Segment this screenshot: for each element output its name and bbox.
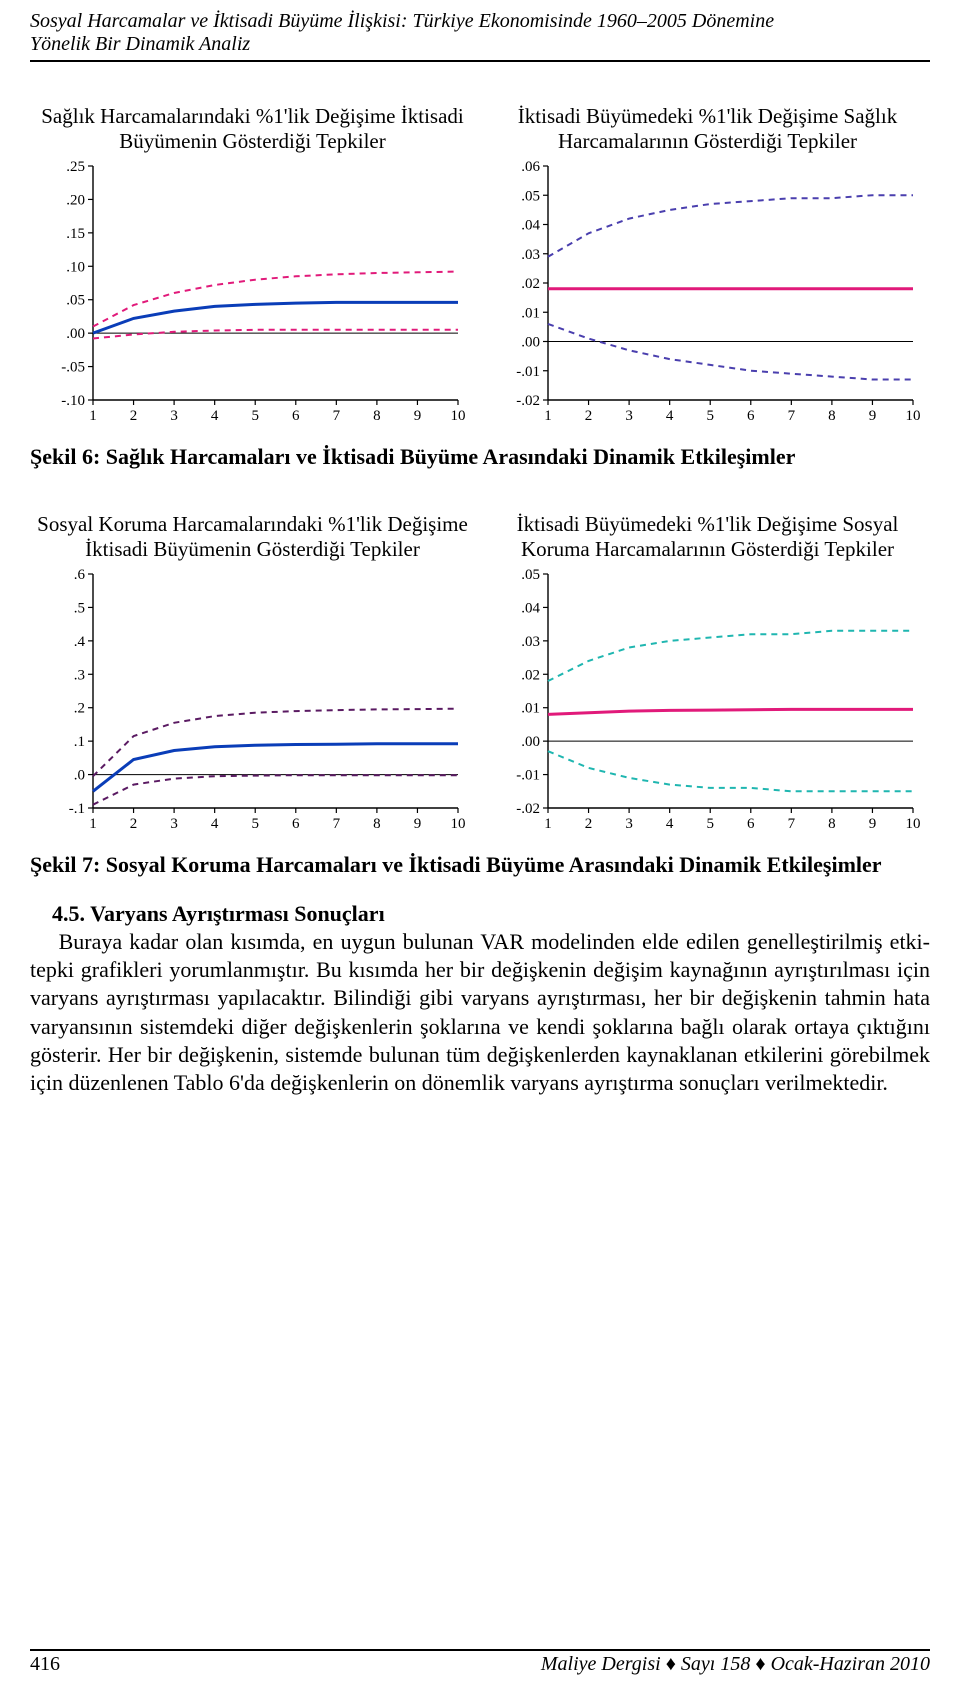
figure6-caption: Şekil 6: Sağlık Harcamaları ve İktisadi …	[30, 444, 930, 470]
svg-text:9: 9	[868, 816, 876, 832]
svg-text:-.05: -.05	[61, 360, 85, 376]
svg-text:3: 3	[170, 816, 178, 832]
svg-text:.00: .00	[521, 734, 540, 750]
svg-text:.2: .2	[73, 701, 84, 717]
svg-text:.04: .04	[521, 218, 540, 234]
svg-text:-.02: -.02	[516, 393, 540, 409]
svg-text:8: 8	[373, 408, 381, 424]
svg-text:.1: .1	[73, 734, 84, 750]
svg-text:.01: .01	[521, 701, 540, 717]
page-number: 416	[30, 1653, 60, 1676]
svg-text:.00: .00	[66, 326, 85, 342]
svg-text:.00: .00	[521, 335, 540, 351]
chart-title-social-to-growth: Sosyal Koruma Harcamalarındaki %1'lik De…	[30, 484, 475, 562]
svg-text:2: 2	[584, 408, 592, 424]
svg-text:6: 6	[747, 816, 755, 832]
svg-text:4: 4	[210, 408, 218, 424]
svg-text:4: 4	[210, 816, 218, 832]
svg-text:.10: .10	[66, 259, 85, 275]
svg-text:.3: .3	[73, 667, 84, 683]
svg-text:3: 3	[625, 816, 633, 832]
svg-text:.05: .05	[66, 293, 85, 309]
svg-text:-.02: -.02	[516, 801, 540, 817]
section-paragraph: 4.5. Varyans Ayrıştırması Sonuçları Bura…	[30, 900, 930, 1097]
header-rule	[30, 60, 930, 62]
svg-text:5: 5	[706, 816, 714, 832]
footer-journal-info: Maliye Dergisi ♦ Sayı 158 ♦ Ocak-Haziran…	[541, 1653, 930, 1676]
svg-text:10: 10	[450, 408, 465, 424]
svg-text:7: 7	[332, 816, 340, 832]
svg-text:10: 10	[450, 816, 465, 832]
figure7-row: Sosyal Koruma Harcamalarındaki %1'lik De…	[30, 484, 930, 842]
figure7-caption: Şekil 7: Sosyal Koruma Harcamaları ve İk…	[30, 852, 930, 878]
svg-text:.0: .0	[73, 768, 84, 784]
svg-text:4: 4	[665, 816, 673, 832]
svg-text:.06: .06	[521, 159, 540, 175]
chart-growth-to-social: .05 .04 .03 .02 .01 .00 -.01 -.021 2 3 4 5 6 7 8 9 10	[493, 566, 923, 836]
svg-text:2: 2	[129, 408, 137, 424]
chart-title-growth-to-social: İktisadi Büyümedeki %1'lik Değişime Sosy…	[485, 484, 930, 562]
section-body: Buraya kadar olan kısımda, en uygun bulu…	[30, 929, 930, 1095]
svg-text:.05: .05	[521, 567, 540, 583]
svg-text:-.01: -.01	[516, 364, 540, 380]
svg-text:10: 10	[905, 408, 920, 424]
svg-text:1: 1	[544, 408, 552, 424]
svg-text:6: 6	[747, 408, 755, 424]
svg-text:3: 3	[625, 408, 633, 424]
svg-text:9: 9	[868, 408, 876, 424]
figure6-row: Sağlık Harcamalarındaki %1'lik Değişime …	[30, 76, 930, 434]
svg-text:5: 5	[251, 816, 259, 832]
svg-text:.03: .03	[521, 634, 540, 650]
svg-text:.02: .02	[521, 276, 540, 292]
svg-text:4: 4	[665, 408, 673, 424]
svg-text:3: 3	[170, 408, 178, 424]
svg-text:7: 7	[332, 408, 340, 424]
svg-text:.20: .20	[66, 192, 85, 208]
chart-title-health-to-growth: Sağlık Harcamalarındaki %1'lik Değişime …	[30, 76, 475, 154]
svg-text:7: 7	[787, 816, 795, 832]
svg-text:1: 1	[89, 408, 97, 424]
page-footer: 416 Maliye Dergisi ♦ Sayı 158 ♦ Ocak-Haz…	[30, 1649, 930, 1676]
svg-text:6: 6	[292, 408, 300, 424]
svg-text:.25: .25	[66, 159, 85, 175]
chart-health-to-growth: .25 .20 .15 .10 .05 .00 -.05 -.101 2 3 4 5 6 7 8 9 10	[38, 158, 468, 428]
svg-text:.04: .04	[521, 600, 540, 616]
svg-text:.5: .5	[73, 600, 84, 616]
chart-growth-to-health: .06 .05 .04 .03 .02 .01 .00 -.01 -.021 2 3 4 5 6 7 8 9 10	[493, 158, 923, 428]
svg-text:8: 8	[828, 816, 836, 832]
svg-text:2: 2	[129, 816, 137, 832]
running-title: Sosyal Harcamalar ve İktisadi Büyüme İli…	[30, 0, 930, 58]
footer-rule	[30, 1649, 930, 1651]
chart-title-growth-to-health: İktisadi Büyümedeki %1'lik Değişime Sağl…	[485, 76, 930, 154]
svg-text:8: 8	[828, 408, 836, 424]
svg-text:10: 10	[905, 816, 920, 832]
running-title-line1: Sosyal Harcamalar ve İktisadi Büyüme İli…	[30, 10, 774, 32]
chart-social-to-growth: .6 .5 .4 .3 .2 .1 .0 -.1 1 2 3 4 5 6 7 8 9 10	[38, 566, 468, 836]
svg-text:-.01: -.01	[516, 768, 540, 784]
svg-text:8: 8	[373, 816, 381, 832]
running-title-line2: Yönelik Bir Dinamik Analiz	[30, 33, 250, 55]
svg-text:1: 1	[89, 816, 97, 832]
svg-text:.6: .6	[73, 567, 85, 583]
svg-text:.01: .01	[521, 305, 540, 321]
svg-text:-.10: -.10	[61, 393, 85, 409]
svg-text:.4: .4	[73, 634, 85, 650]
svg-text:7: 7	[787, 408, 795, 424]
svg-text:9: 9	[413, 408, 421, 424]
svg-text:.02: .02	[521, 667, 540, 683]
svg-text:5: 5	[251, 408, 259, 424]
svg-text:5: 5	[706, 408, 714, 424]
svg-text:.15: .15	[66, 226, 85, 242]
svg-text:-.1: -.1	[68, 801, 84, 817]
svg-text:2: 2	[584, 816, 592, 832]
svg-text:.05: .05	[521, 188, 540, 204]
svg-text:9: 9	[413, 816, 421, 832]
svg-text:.03: .03	[521, 247, 540, 263]
section-heading: 4.5. Varyans Ayrıştırması Sonuçları	[52, 901, 385, 926]
svg-text:1: 1	[544, 816, 552, 832]
svg-text:6: 6	[292, 816, 300, 832]
